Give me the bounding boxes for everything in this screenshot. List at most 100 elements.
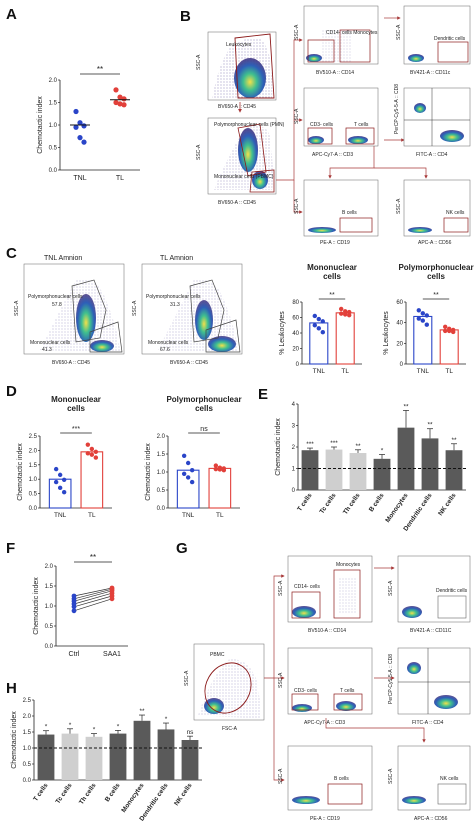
chart-point	[189, 468, 195, 473]
flow-c-tl-plot: TL Amnion Polymorphonuclear cells 31.3 M…	[132, 255, 243, 366]
chart-a-xtick-label: TNL	[73, 175, 86, 182]
chart-f-point-ctrl	[71, 608, 77, 614]
chart-a-ytick-label: 1.5	[49, 101, 58, 107]
chart-a-point	[77, 135, 83, 141]
panel-label-f: F	[6, 540, 16, 557]
chart-point	[347, 312, 352, 318]
chart-xtick-label: TNL	[417, 368, 430, 375]
chart-d-poly-ytick-label: 1.5	[157, 452, 166, 458]
chart-xtick-label: B cells	[104, 782, 122, 803]
chart-c-mono-ytick-label: 0	[296, 362, 300, 368]
svg-text:Mononuclear cells (PBMC): Mononuclear cells (PBMC)	[214, 174, 274, 180]
flow-g-cd3-plot: CD3- cells T cells SSC-A APC-Cy7-A :: CD…	[278, 647, 373, 726]
chart-c-mono-ytick-label: 20	[292, 347, 299, 353]
chart-d-poly-ytick-label: 0.5	[157, 488, 166, 494]
chart-significance: **	[403, 403, 409, 410]
chart-f-pair-line	[73, 587, 113, 597]
chart-d-mono-ytick-label: 1.5	[29, 463, 38, 469]
chart-point	[416, 308, 421, 313]
chart-point	[93, 455, 99, 460]
chart-d-polymorphonuclear: 0.0 0.5 1.0 1.5 2.0 Chemotactic index Polymorp…	[145, 395, 242, 519]
flow-panel-b: Leukocytes SSC-A BV650-A :: CD45 Polymor…	[196, 5, 471, 246]
chart-a-chemotactic-index: 0.0 0.5 1.0 1.5 2.0 Chemotactic index TNL TL **	[37, 65, 140, 182]
chart-f-ytick-label: 0.0	[45, 644, 54, 650]
chart-c-mono-ytick-label: 60	[292, 316, 299, 322]
chart-c-polymorphonuclear: 0 20 40 60 % Leukocytes Polymorphonuclearcell…	[383, 263, 474, 375]
chart-c-poly-ytick-label: 20	[396, 341, 403, 347]
chart-xtick-label: Tc cells	[54, 782, 73, 805]
chart-a-point	[73, 108, 79, 115]
chart-point	[316, 316, 321, 322]
chart-xtick-label: TNL	[182, 512, 195, 519]
svg-text:BV650-A :: CD45: BV650-A :: CD45	[218, 104, 256, 110]
flow-c-tnl-plot: TNL Amnion Polymorphonuclear cells 57.8 …	[14, 255, 125, 366]
svg-text:41.3: 41.3	[42, 347, 52, 353]
chart-point	[339, 311, 344, 316]
flow-b-dc-plot: Dendritic cells SSC-A BV421-A :: CD11c	[396, 5, 471, 76]
chart-c-poly-ylabel: % Leukocytes	[383, 311, 390, 355]
chart-xtick-label: NK cells	[437, 492, 458, 517]
svg-text:SSC-A: SSC-A	[294, 108, 300, 124]
chart-e-ytick-label: 3	[292, 424, 296, 430]
flow-g-cd14-plot: Monocytes CD14- cells SSC-A BV510-A :: C…	[278, 555, 373, 634]
chart-significance: *	[93, 727, 96, 734]
chart-point	[217, 467, 223, 472]
chart-bar	[413, 315, 433, 365]
chart-d-mono-ytick-label: 0.5	[29, 492, 38, 498]
svg-text:FITC-A :: CD4: FITC-A :: CD4	[416, 152, 448, 158]
svg-text:PBMC: PBMC	[210, 652, 225, 658]
chart-f-pair-line	[73, 592, 113, 605]
chart-f-point-saa1	[109, 596, 115, 602]
chart-a-point	[113, 99, 119, 106]
chart-f-ytick-label: 1.5	[45, 584, 54, 590]
chart-bar	[85, 736, 103, 780]
chart-bar	[37, 734, 55, 780]
chart-point	[213, 463, 219, 468]
chart-a-ytick-label: 2.0	[49, 78, 58, 84]
chart-significance: *	[69, 722, 72, 729]
chart-point	[213, 466, 219, 472]
chart-bar	[80, 451, 104, 509]
flow-b-cd19-plot: B cells SSC-A PE-A :: CD19	[294, 179, 379, 246]
chart-a-point	[73, 124, 79, 130]
chart-c-mono-title: Mononuclear	[307, 263, 357, 272]
chart-a-ytick-label: 0.0	[49, 168, 58, 174]
chart-a-point	[81, 139, 87, 145]
chart-significance: ***	[306, 441, 314, 448]
svg-text:BV650-A :: CD45: BV650-A :: CD45	[218, 200, 256, 206]
chart-f-ylabel: Chemotactic index	[33, 577, 40, 635]
panel-label-h: H	[6, 680, 17, 697]
chart-point	[343, 312, 348, 317]
svg-text:BV510-A :: CD14: BV510-A :: CD14	[316, 70, 354, 76]
chart-e-ytick-label: 2	[292, 445, 296, 451]
chart-a-ytick-label: 0.5	[49, 146, 58, 152]
svg-text:Dendritic cells: Dendritic cells	[434, 36, 466, 42]
chart-point	[189, 479, 195, 485]
chart-xtick-label: T cells	[296, 492, 314, 513]
svg-text:Polymorphonuclear cells: Polymorphonuclear cells	[28, 294, 83, 300]
svg-text:SSC-A: SSC-A	[278, 580, 284, 596]
svg-text:SSC-A: SSC-A	[14, 300, 20, 316]
chart-point	[181, 471, 187, 476]
chart-point	[420, 311, 425, 316]
chart-f-ytick-label: 1.0	[45, 604, 54, 610]
chart-significance: **	[433, 292, 439, 299]
chart-c-mono-ylabel: % Leukocytes	[279, 311, 286, 355]
svg-text:BV510-A :: CD14: BV510-A :: CD14	[308, 628, 346, 634]
chart-bar	[325, 449, 343, 490]
svg-text:SSC-A: SSC-A	[388, 768, 394, 784]
svg-text:APC-A :: CD56: APC-A :: CD56	[414, 816, 448, 822]
chart-bar	[208, 467, 232, 509]
chart-point	[57, 472, 63, 478]
svg-text:SSC-A: SSC-A	[396, 24, 402, 40]
chart-significance: **	[139, 708, 145, 715]
chart-h-ytick-label: 2.0	[23, 714, 32, 720]
svg-text:SSC-A: SSC-A	[196, 54, 202, 70]
flow-panel-g: PBMC SSC-A FSC-A Monocytes CD14- cells S…	[184, 555, 471, 822]
flow-b-cd3-plot: CD3- cells T cells SSC-A APC-Cy7-A :: CD…	[294, 87, 379, 158]
chart-point	[316, 326, 321, 331]
chart-xtick-label: TNL	[313, 368, 326, 375]
chart-point	[85, 451, 91, 456]
chart-bar	[133, 720, 151, 780]
chart-c-mono-ytick-label: 80	[292, 300, 299, 306]
